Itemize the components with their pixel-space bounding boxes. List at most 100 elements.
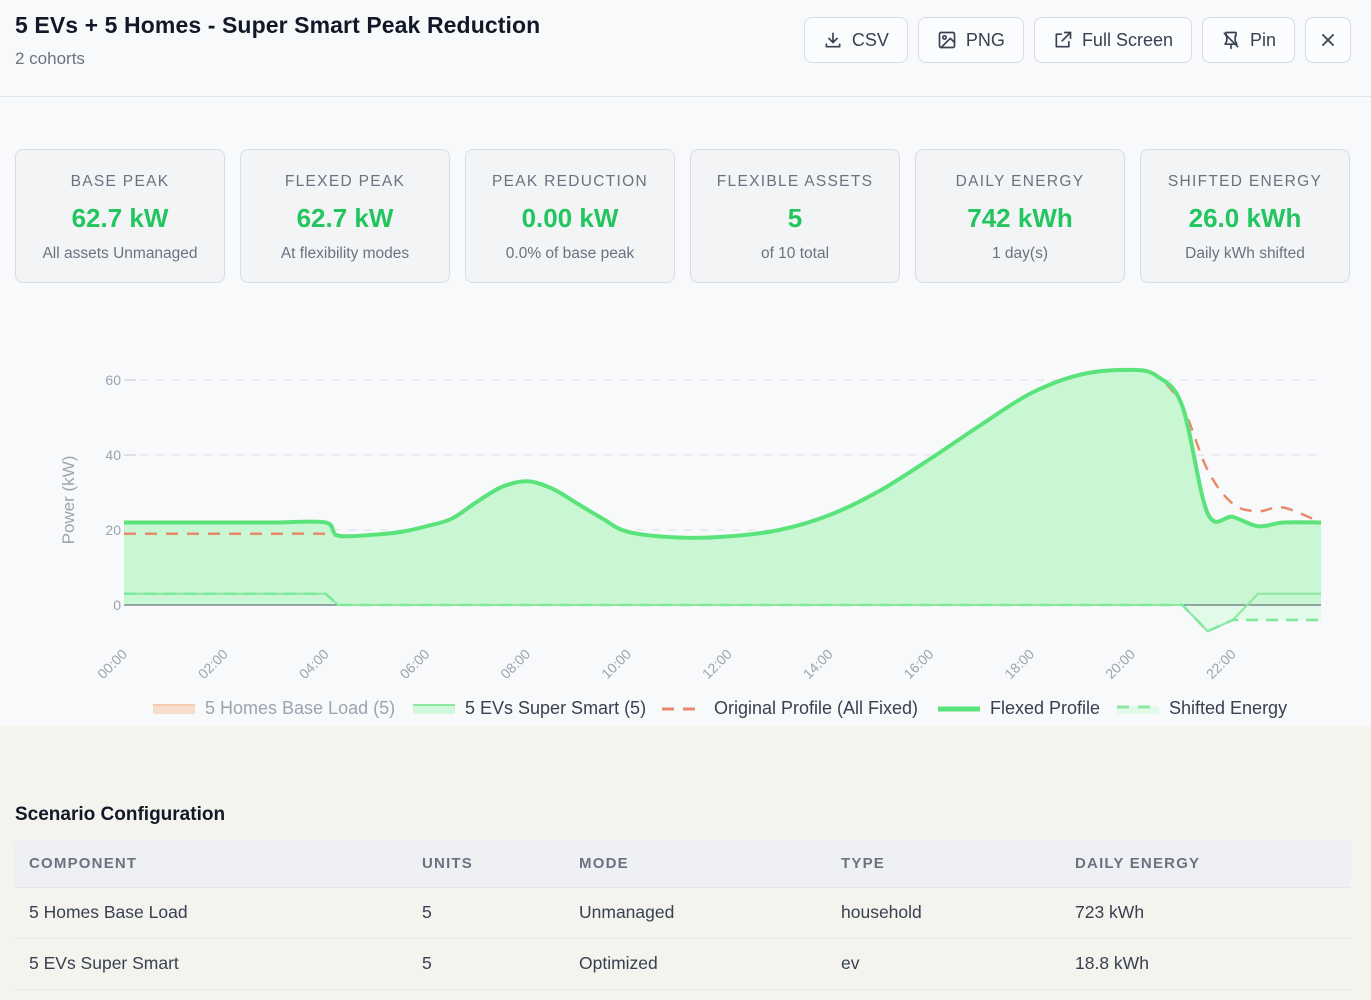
- card-daily-energy: DAILY ENERGY 742 kWh 1 day(s): [915, 149, 1125, 283]
- pin-icon: [1223, 31, 1239, 50]
- legend-swatch: [938, 706, 980, 711]
- power-chart: 0 20 40 60 Power (kW) 00:00 02:00 04:00 06:00 08:…: [59, 367, 1322, 682]
- csv-button[interactable]: CSV: [803, 17, 908, 63]
- card-label: FLEXED PEAK: [284, 173, 406, 190]
- legend-item-original-profile[interactable]: Original Profile (All Fixed): [662, 698, 918, 719]
- card-value: 62.7 kW: [296, 203, 394, 233]
- card-value: 5: [787, 203, 803, 233]
- legend-label: 5 Homes Base Load (5): [205, 698, 396, 718]
- legend-item-flexed-profile[interactable]: Flexed Profile: [938, 698, 1100, 719]
- x-tick-label: 16:00: [900, 646, 936, 682]
- card-label: FLEXIBLE ASSETS: [716, 173, 874, 190]
- card-sub: of 10 total: [760, 245, 830, 262]
- x-tick-label: 20:00: [1102, 646, 1138, 682]
- external-link-icon: [1055, 31, 1072, 48]
- column-header: TYPE: [841, 855, 885, 873]
- y-tick-label: 20: [105, 522, 121, 538]
- png-button[interactable]: PNG: [917, 17, 1024, 63]
- toolbar: CSV PNG Full Screen Pin: [803, 17, 1351, 63]
- page-subtitle: 2 cohorts: [15, 49, 85, 68]
- section-title: Scenario Configuration: [15, 804, 226, 825]
- scenario-section: Scenario Configuration COMPONENT UNITS M…: [0, 726, 1371, 1000]
- png-button-label: PNG: [965, 29, 1005, 50]
- metric-cards: BASE PEAK 62.7 kW All assets Unmanaged F…: [15, 149, 1350, 283]
- x-tick-label: 12:00: [699, 646, 735, 682]
- legend-item-evs[interactable]: 5 EVs Super Smart (5): [413, 698, 646, 719]
- image-icon: [938, 31, 956, 49]
- shifted-energy-line: [124, 592, 1321, 633]
- close-icon: [1322, 34, 1334, 46]
- legend-label: Flexed Profile: [990, 698, 1101, 718]
- table-cell: 723 kWh: [1060, 886, 1351, 938]
- card-label: DAILY ENERGY: [955, 173, 1085, 190]
- table-cell: 5: [407, 886, 564, 938]
- full-screen-button-label: Full Screen: [1081, 29, 1173, 50]
- scenario-table: COMPONENT UNITS MODE TYPE DAILY ENERGY 5…: [14, 841, 1351, 990]
- download-icon: [825, 32, 841, 48]
- card-peak-reduction: PEAK REDUCTION 0.00 kW 0.0% of base peak: [465, 149, 675, 283]
- y-tick-label: 0: [113, 597, 121, 613]
- x-tick-label: 00:00: [94, 646, 130, 682]
- table-cell: Optimized: [564, 937, 826, 990]
- csv-button-label: CSV: [851, 29, 889, 50]
- table-cell: ev: [826, 937, 1060, 990]
- table-cell: 5 EVs Super Smart: [14, 937, 407, 990]
- x-tick-label: 06:00: [396, 646, 432, 682]
- legend-swatch: [413, 703, 455, 714]
- card-sub: 1 day(s): [992, 245, 1048, 262]
- card-sub: At flexibility modes: [280, 245, 410, 262]
- card-flexed-peak: FLEXED PEAK 62.7 kW At flexibility modes: [240, 149, 450, 283]
- legend-item-base-load[interactable]: 5 Homes Base Load (5): [153, 698, 395, 719]
- x-tick-label: 04:00: [296, 646, 332, 682]
- x-tick-label: 08:00: [497, 646, 533, 682]
- card-value: 742 kWh: [967, 203, 1073, 233]
- x-tick-label: 14:00: [800, 646, 836, 682]
- x-tick-label: 10:00: [598, 646, 634, 682]
- y-tick-label: 40: [105, 447, 121, 463]
- table-row: 5 Homes Base Load 5 Unmanaged household …: [14, 886, 1351, 938]
- flexed-profile-area: [124, 369, 1321, 605]
- column-header: MODE: [579, 855, 629, 873]
- page-title: 5 EVs + 5 Homes - Super Smart Peak Reduc…: [15, 12, 541, 38]
- card-sub: Daily kWh shifted: [1185, 245, 1305, 262]
- pin-button[interactable]: Pin: [1201, 17, 1295, 63]
- legend-swatch: [662, 707, 704, 710]
- table-row: 5 EVs Super Smart 5 Optimized ev 18.8 kW…: [14, 937, 1351, 990]
- table-header-row: COMPONENT UNITS MODE TYPE DAILY ENERGY: [14, 841, 1351, 887]
- table-cell: 5: [407, 937, 564, 990]
- legend-swatch: [1117, 705, 1159, 714]
- legend-label: Original Profile (All Fixed): [714, 698, 919, 718]
- table-cell: 18.8 kWh: [1060, 937, 1351, 990]
- x-tick-label: 22:00: [1203, 646, 1239, 682]
- pin-button-label: Pin: [1249, 29, 1276, 50]
- x-tick-label: 02:00: [195, 646, 231, 682]
- shifted-energy-area: [1157, 605, 1321, 632]
- column-header: DAILY ENERGY: [1075, 855, 1201, 873]
- card-value: 26.0 kWh: [1188, 203, 1302, 233]
- full-screen-button[interactable]: Full Screen: [1033, 17, 1192, 63]
- flexed-profile-line: [124, 367, 1322, 540]
- legend-item-shifted-energy[interactable]: Shifted Energy: [1117, 698, 1287, 719]
- table-cell: Unmanaged: [564, 886, 826, 938]
- card-value: 62.7 kW: [71, 203, 169, 233]
- card-shifted-energy: SHIFTED ENERGY 26.0 kWh Daily kWh shifte…: [1140, 149, 1350, 283]
- card-value: 0.00 kW: [521, 203, 619, 233]
- card-flexible-assets: FLEXIBLE ASSETS 5 of 10 total: [690, 149, 900, 283]
- column-header: UNITS: [422, 855, 473, 873]
- table-cell: household: [826, 886, 1060, 938]
- legend-label: Shifted Energy: [1169, 698, 1288, 718]
- card-label: BASE PEAK: [70, 173, 170, 190]
- card-label: PEAK REDUCTION: [492, 173, 648, 190]
- card-base-peak: BASE PEAK 62.7 kW All assets Unmanaged: [15, 149, 225, 283]
- header: 5 EVs + 5 Homes - Super Smart Peak Reduc…: [0, 0, 1371, 97]
- card-label: SHIFTED ENERGY: [1167, 173, 1323, 190]
- x-tick-label: 18:00: [1001, 646, 1037, 682]
- card-sub: All assets Unmanaged: [42, 245, 198, 262]
- y-axis-label: Power (kW): [59, 456, 78, 545]
- chart-legend: 5 Homes Base Load (5) 5 EVs Super Smart …: [0, 698, 1371, 726]
- y-tick-label: 60: [105, 372, 121, 388]
- legend-label: 5 EVs Super Smart (5): [465, 698, 647, 718]
- column-header: COMPONENT: [29, 855, 138, 873]
- table-cell: 5 Homes Base Load: [14, 886, 407, 938]
- close-button[interactable]: [1305, 17, 1351, 63]
